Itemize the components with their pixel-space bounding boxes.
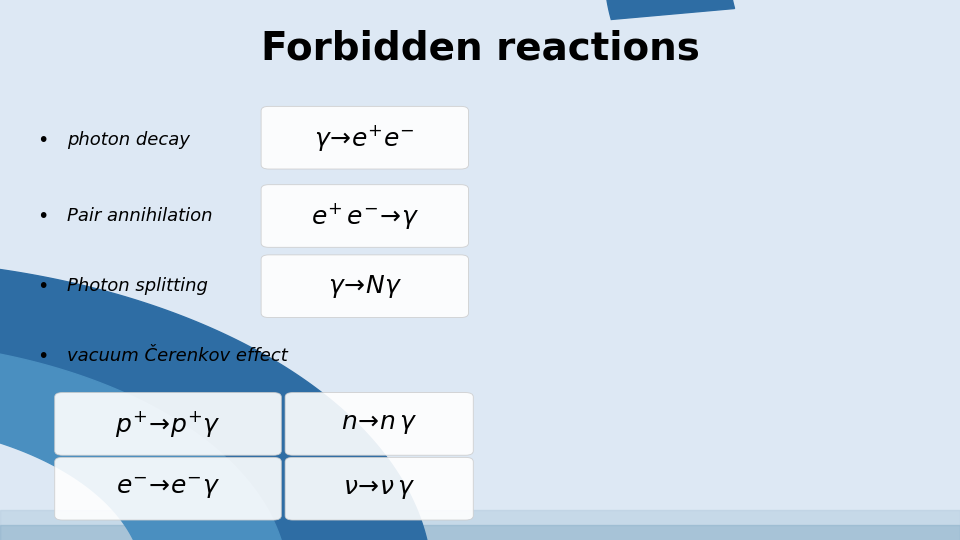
Text: $\gamma\!\rightarrow\!e^{+}e^{-}$: $\gamma\!\rightarrow\!e^{+}e^{-}$ xyxy=(315,123,415,153)
Polygon shape xyxy=(605,0,960,19)
Text: vacuum Čerenkov effect: vacuum Čerenkov effect xyxy=(67,347,288,366)
Text: •: • xyxy=(37,131,49,150)
Text: •: • xyxy=(37,276,49,296)
Polygon shape xyxy=(0,259,432,540)
FancyBboxPatch shape xyxy=(55,457,281,520)
FancyBboxPatch shape xyxy=(261,106,468,169)
Bar xyxy=(0,525,960,540)
FancyBboxPatch shape xyxy=(261,185,468,247)
Text: $e^{-}\!\rightarrow\!e^{-}\gamma$: $e^{-}\!\rightarrow\!e^{-}\gamma$ xyxy=(116,476,220,501)
Text: $\nu\!\rightarrow\!\nu\,\gamma$: $\nu\!\rightarrow\!\nu\,\gamma$ xyxy=(343,477,416,501)
FancyBboxPatch shape xyxy=(285,457,473,520)
Text: $p^{+}\!\rightarrow\!p^{+}\gamma$: $p^{+}\!\rightarrow\!p^{+}\gamma$ xyxy=(115,409,221,439)
Text: •: • xyxy=(37,206,49,226)
FancyBboxPatch shape xyxy=(285,393,473,455)
FancyBboxPatch shape xyxy=(55,393,281,455)
Text: Forbidden reactions: Forbidden reactions xyxy=(260,30,700,68)
Polygon shape xyxy=(0,341,282,540)
Text: Photon splitting: Photon splitting xyxy=(67,277,208,295)
Text: $n\!\rightarrow\!n\,\gamma$: $n\!\rightarrow\!n\,\gamma$ xyxy=(341,412,418,436)
Text: •: • xyxy=(37,347,49,366)
Text: $\gamma\!\rightarrow\!N\gamma$: $\gamma\!\rightarrow\!N\gamma$ xyxy=(327,273,402,300)
Text: photon decay: photon decay xyxy=(67,131,190,150)
Text: Pair annihilation: Pair annihilation xyxy=(67,207,213,225)
Bar xyxy=(0,510,960,540)
Text: $e^{+}\,e^{-}\!\rightarrow\!\gamma$: $e^{+}\,e^{-}\!\rightarrow\!\gamma$ xyxy=(311,201,419,231)
FancyBboxPatch shape xyxy=(261,255,468,318)
